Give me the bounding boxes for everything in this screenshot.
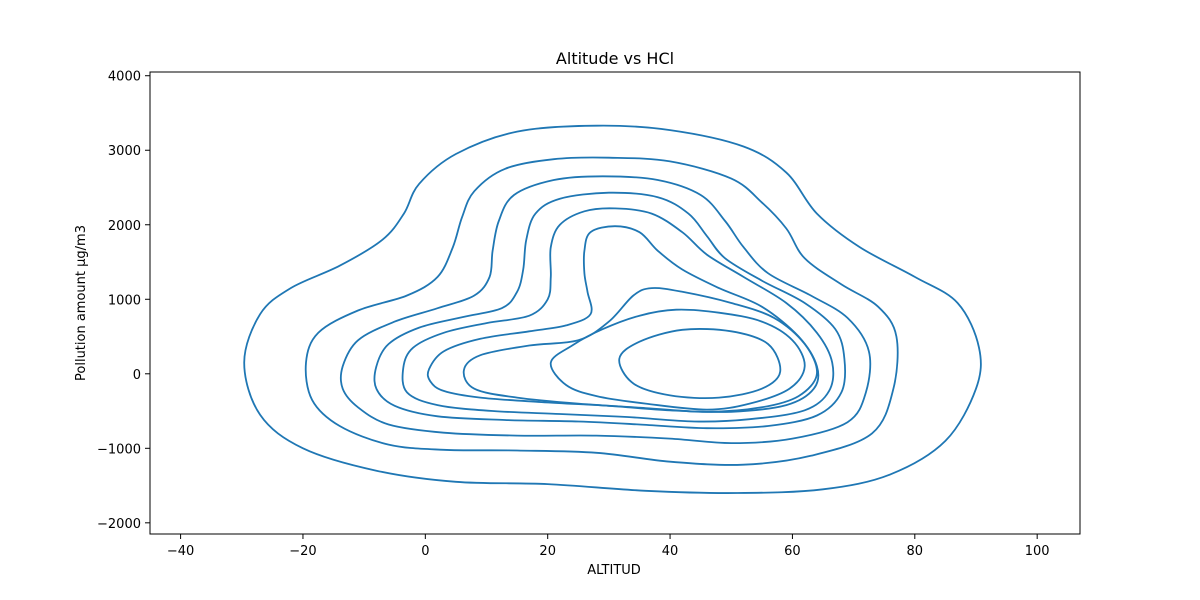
y-tick-label: 1000 (108, 293, 141, 308)
contour-line-6 (426, 225, 820, 413)
contour-line-9 (618, 328, 782, 399)
x-tick-label: 40 (662, 544, 679, 559)
y-axis: −2000 −1000 0 1000 2000 3000 4000 (97, 70, 150, 532)
x-tick-label: 80 (907, 544, 924, 559)
contour-line-7 (462, 287, 818, 413)
x-tick-label: −20 (289, 544, 316, 559)
contour-levels (243, 124, 982, 494)
x-tick-label: 20 (539, 544, 556, 559)
contour-line-4 (373, 191, 847, 430)
contour-line-3 (339, 175, 872, 444)
y-tick-label: 3000 (108, 144, 141, 159)
x-axis-label: ALTITUD (587, 563, 641, 578)
x-tick-label: 100 (1025, 544, 1050, 559)
x-tick-label: −40 (167, 544, 194, 559)
y-axis-label: Pollution amount µg/m3 (74, 225, 89, 381)
contour-line-2 (304, 156, 899, 466)
contour-line-5 (401, 207, 835, 423)
contour-line-8 (549, 308, 806, 411)
x-tick-label: 60 (784, 544, 801, 559)
x-axis: −40 −20 0 20 40 60 80 100 (167, 534, 1050, 559)
y-tick-label: 4000 (108, 70, 141, 85)
contour-line-1 (243, 124, 982, 494)
y-tick-label: 0 (133, 368, 141, 383)
y-tick-label: 2000 (108, 219, 141, 234)
y-tick-label: −1000 (97, 442, 141, 457)
plot-frame (149, 71, 1081, 535)
chart-title: Altitude vs HCl (556, 49, 674, 68)
y-tick-label: −2000 (97, 517, 141, 532)
x-tick-label: 0 (421, 544, 429, 559)
